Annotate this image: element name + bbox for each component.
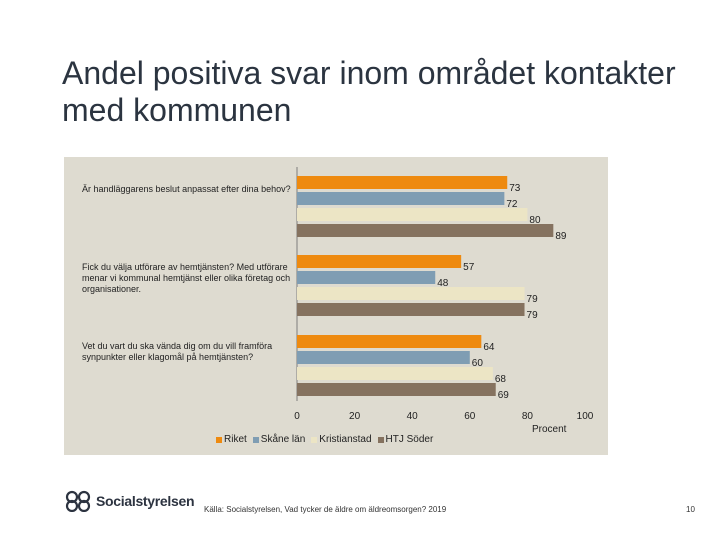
bar: [297, 383, 496, 396]
bar: [297, 255, 462, 268]
x-tick-label: 100: [577, 411, 594, 422]
bar-value-label: 79: [527, 294, 539, 305]
legend-swatch: [377, 436, 384, 443]
bar: [297, 192, 505, 205]
legend-swatch: [311, 436, 318, 443]
x-tick-label: 60: [464, 411, 476, 422]
bar-value-label: 60: [472, 358, 484, 369]
legend-item: Skåne län: [252, 434, 306, 445]
legend-item: HTJ Söder: [377, 434, 434, 445]
legend: Riket Skåne län Kristianstad HTJ Söder: [216, 434, 433, 445]
legend-label: Kristianstad: [319, 434, 372, 445]
source-note: Källa: Socialstyrelsen, Vad tycker de äl…: [204, 505, 447, 514]
category-label: Är handläggarens beslut anpassat efter d…: [82, 184, 291, 194]
bar-value-label: 89: [555, 231, 567, 242]
page-title: Andel positiva svar inom området kontakt…: [62, 55, 676, 128]
x-tick-label: 80: [522, 411, 534, 422]
bar: [297, 287, 525, 300]
bar-value-label: 48: [437, 278, 449, 289]
bar: [297, 351, 470, 364]
bar: [297, 208, 528, 221]
logo: Socialstyrelsen: [64, 490, 195, 512]
bar-value-label: 57: [463, 262, 475, 273]
x-tick-label: 40: [407, 411, 419, 422]
bar-value-label: 80: [529, 215, 541, 226]
legend-swatch: [252, 436, 259, 443]
bar-chart: 73 72 80 89 57 48 79 79 64 60 68 69 0 20 40 60 80 100: [294, 167, 594, 422]
bar: [297, 176, 508, 189]
legend-item: Riket: [216, 434, 247, 445]
bar: [297, 303, 525, 316]
socialstyrelsen-logo-icon: [65, 490, 91, 512]
legend-swatch: [216, 436, 222, 443]
bar-value-label: 68: [495, 374, 507, 385]
bar-value-label: 69: [498, 390, 510, 401]
bar-value-label: 79: [527, 310, 539, 321]
legend-item: Kristianstad: [311, 434, 372, 445]
page-number: 10: [686, 505, 695, 514]
bar: [297, 271, 436, 284]
legend-label: HTJ Söder: [385, 434, 434, 445]
bar-value-label: 72: [506, 199, 518, 210]
logo-text: Socialstyrelsen: [96, 493, 195, 509]
bar-value-label: 73: [509, 183, 521, 194]
category-label: Fick du välja utförare av hemtjänsten? M…: [82, 262, 291, 294]
bar: [297, 224, 554, 237]
x-axis-label: Procent: [532, 424, 567, 435]
chart-area: 73 72 80 89 57 48 79 79 64 60 68 69 0 20 40 60 80 100 Är …: [64, 157, 608, 455]
category-label: Vet du vart du ska vända dig om du vill …: [82, 341, 273, 362]
bar: [297, 335, 482, 348]
x-tick-label: 20: [349, 411, 361, 422]
legend-label: Riket: [224, 434, 247, 445]
x-tick-label: 0: [294, 411, 300, 422]
bar: [297, 367, 493, 380]
legend-label: Skåne län: [260, 434, 306, 445]
bar-value-label: 64: [483, 342, 495, 353]
